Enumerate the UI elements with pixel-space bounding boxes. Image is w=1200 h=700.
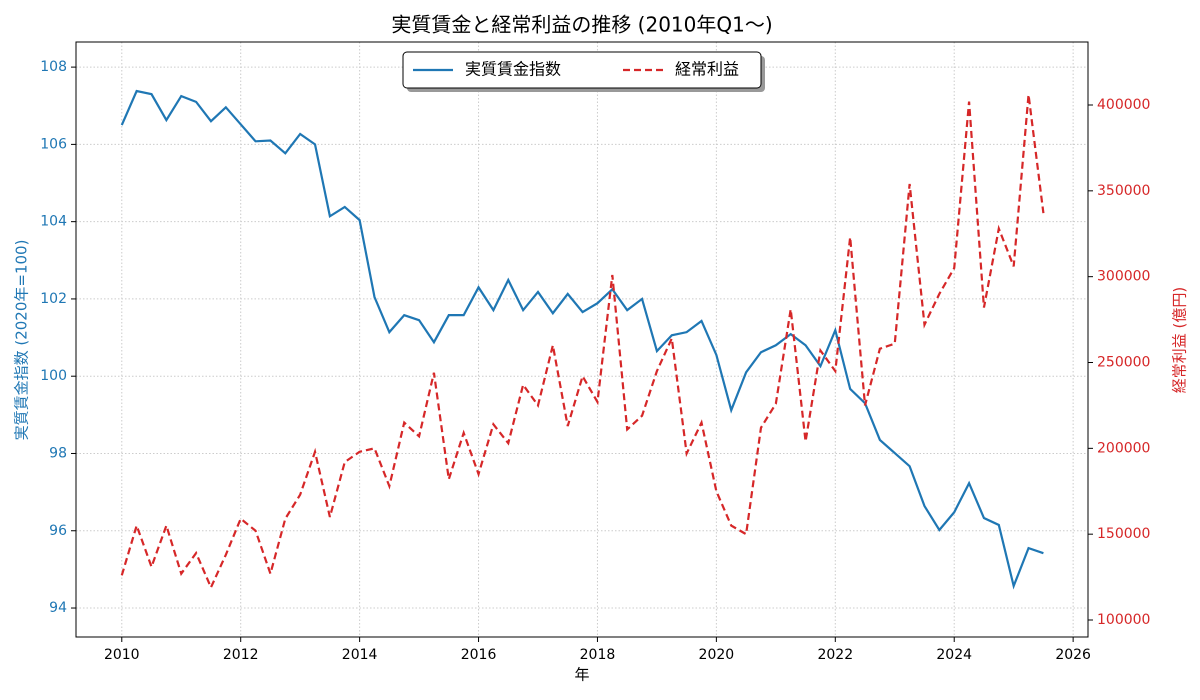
y2-axis-label: 経常利益 (億円) <box>1171 287 1189 393</box>
x-axis-label: 年 <box>574 666 589 684</box>
x-tick-label: 2026 <box>1055 647 1091 663</box>
x-tick-label: 2020 <box>699 647 735 663</box>
series-line <box>120 94 1045 591</box>
x-tick-label: 2012 <box>223 647 259 663</box>
x-tick-label: 2016 <box>461 647 497 663</box>
x-tick-label: 2018 <box>580 647 616 663</box>
chart-title: 実質賃金と経常利益の推移 (2010年Q1〜) <box>391 13 772 37</box>
y-tick-label: 106 <box>40 136 67 152</box>
y2-tick-label: 150000 <box>1097 526 1150 542</box>
y2-tick-label: 100000 <box>1097 612 1150 628</box>
x-tick-label: 2024 <box>936 647 972 663</box>
y2-tick-label: 300000 <box>1097 269 1150 285</box>
y-tick-label: 96 <box>49 523 67 539</box>
y-tick-label: 100 <box>40 368 67 384</box>
y-tick-label: 102 <box>40 291 67 307</box>
y2-tick-label: 400000 <box>1097 97 1150 113</box>
x-tick-label: 2014 <box>342 647 378 663</box>
legend-label: 実質賃金指数 <box>465 60 561 79</box>
legend-box <box>402 51 762 89</box>
legend-label: 経常利益 <box>675 60 739 79</box>
y-tick-label: 98 <box>49 445 67 461</box>
x-tick-label: 2010 <box>104 647 140 663</box>
series-line <box>120 89 1044 590</box>
x-tick-label: 2022 <box>817 647 853 663</box>
y2-tick-label: 350000 <box>1097 183 1150 199</box>
y-tick-label: 104 <box>40 214 67 230</box>
y-tick-label: 108 <box>40 59 67 75</box>
plot-frame <box>75 41 1089 638</box>
y-tick-label: 94 <box>49 600 67 616</box>
y-axis-label: 実質賃金指数 (2020年=100) <box>13 240 31 441</box>
y2-tick-label: 200000 <box>1097 440 1150 456</box>
y2-tick-label: 250000 <box>1097 355 1150 371</box>
